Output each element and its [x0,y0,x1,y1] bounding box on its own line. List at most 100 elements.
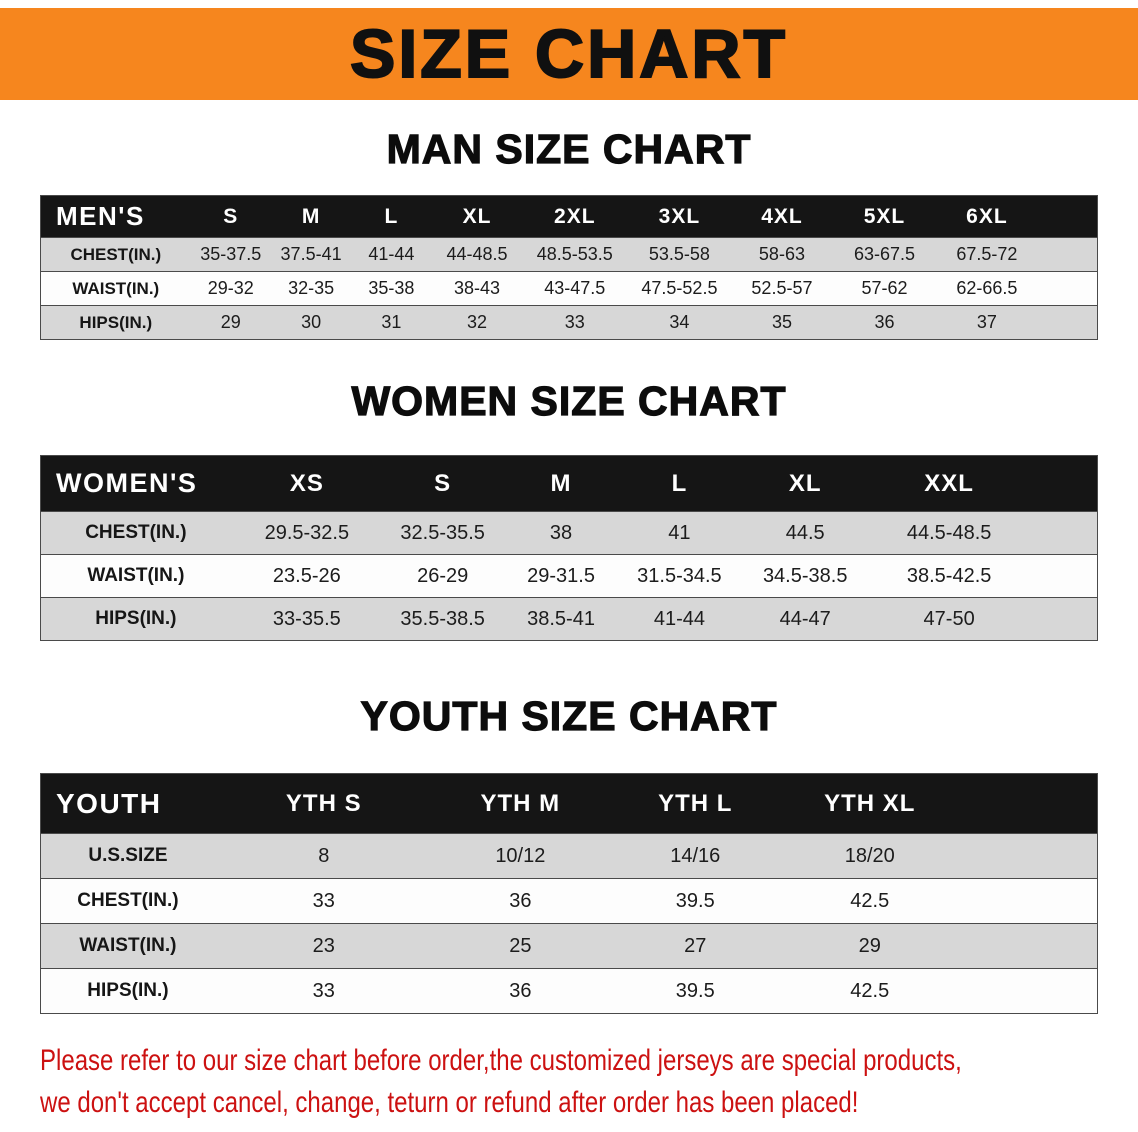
header-cell: YTH L [608,773,783,834]
youth-hips-row: HIPS(IN.) 33 36 39.5 42.5 [40,968,1098,1014]
header-cell: 4XL [731,195,833,238]
header-cell: S [190,195,271,238]
table-cell: 44.5 [739,511,872,555]
header-cell: 3XL [627,195,732,238]
table-cell: 38.5-42.5 [871,554,1098,598]
table-cell: 26-29 [382,554,503,598]
table-cell: 31 [351,305,432,340]
table-cell: 10/12 [432,833,609,879]
table-cell: 52.5-57 [731,271,833,306]
table-cell: 39.5 [608,878,783,924]
table-cell: 14/16 [608,833,783,879]
table-cell: 67.5-72 [936,237,1098,272]
women-header-row: WOMEN'S XS S M L XL XXL [40,455,1098,512]
women-header-label: WOMEN'S [40,455,231,512]
table-cell: 37.5-41 [270,237,352,272]
men-header-row: MEN'S S M L XL 2XL 3XL 4XL 5XL 6XL [40,195,1098,238]
table-cell: 27 [608,923,783,969]
table-cell: 58-63 [731,237,833,272]
row-label-cell: HIPS(IN.) [40,305,191,340]
table-cell: 18/20 [782,833,1098,879]
table-cell: 29-31.5 [502,554,620,598]
youth-size-table: YOUTH YTH S YTH M YTH L YTH XL U.S.SIZE … [40,773,1098,1014]
table-cell: 48.5-53.5 [522,237,628,272]
table-cell: 33 [214,878,433,924]
men-chest-row: CHEST(IN.) 35-37.5 37.5-41 41-44 44-48.5… [40,237,1098,272]
table-cell: 39.5 [608,968,783,1014]
table-cell: 35-37.5 [190,237,271,272]
table-cell: 29-32 [190,271,271,306]
header-cell: XL [431,195,523,238]
page-title: SIZE CHART [349,16,788,92]
men-header-label: MEN'S [40,195,191,238]
women-size-chart-heading: WOMEN SIZE CHART [351,377,787,424]
table-cell: 33-35.5 [230,597,383,641]
table-cell: 33 [214,968,433,1014]
youth-size-chart-heading: YOUTH SIZE CHART [360,692,778,739]
table-cell: 47-50 [871,597,1098,641]
header-cell: L [351,195,432,238]
youth-header-row: YOUTH YTH S YTH M YTH L YTH XL [40,773,1098,834]
header-cell: 6XL [936,195,1098,238]
row-label-cell: U.S.SIZE [40,833,215,879]
row-label-cell: WAIST(IN.) [40,554,231,598]
men-size-table: MEN'S S M L XL 2XL 3XL 4XL 5XL 6XL CHEST… [40,195,1098,340]
women-hips-row: HIPS(IN.) 33-35.5 35.5-38.5 38.5-41 41-4… [40,597,1098,641]
table-cell: 63-67.5 [832,237,937,272]
table-cell: 41 [619,511,740,555]
men-size-chart-heading: MAN SIZE CHART [386,125,752,172]
header-cell: 5XL [832,195,937,238]
men-waist-row: WAIST(IN.) 29-32 32-35 35-38 38-43 43-47… [40,271,1098,306]
header-cell: YTH S [214,773,433,834]
table-cell: 25 [432,923,609,969]
header-cell: XL [739,455,872,512]
disclaimer: Please refer to our size chart before or… [40,1040,1138,1124]
youth-chest-row: CHEST(IN.) 33 36 39.5 42.5 [40,878,1098,924]
disclaimer-text: we don't accept cancel, change, teturn o… [40,1086,859,1119]
table-cell: 36 [832,305,937,340]
table-cell: 23 [214,923,433,969]
table-cell: 42.5 [782,968,1098,1014]
header-cell: YTH M [432,773,609,834]
youth-ussize-row: U.S.SIZE 8 10/12 14/16 18/20 [40,833,1098,879]
header-cell: L [619,455,740,512]
row-label-cell: WAIST(IN.) [40,923,215,969]
table-cell: 44-47 [739,597,872,641]
women-size-table: WOMEN'S XS S M L XL XXL CHEST(IN.) 29.5-… [40,455,1098,641]
table-cell: 34.5-38.5 [739,554,872,598]
table-cell: 41-44 [351,237,432,272]
table-cell: 38.5-41 [502,597,620,641]
table-cell: 47.5-52.5 [627,271,732,306]
table-cell: 35 [731,305,833,340]
youth-header-label: YOUTH [40,773,215,834]
disclaimer-text: Please refer to our size chart before or… [40,1044,962,1077]
table-cell: 57-62 [832,271,937,306]
women-chest-row: CHEST(IN.) 29.5-32.5 32.5-35.5 38 41 44.… [40,511,1098,555]
header-cell: 2XL [522,195,628,238]
row-label-cell: CHEST(IN.) [40,511,231,555]
banner: SIZE CHART [0,8,1138,100]
table-cell: 23.5-26 [230,554,383,598]
table-cell: 44.5-48.5 [871,511,1098,555]
men-hips-row: HIPS(IN.) 29 30 31 32 33 34 35 36 37 [40,305,1098,340]
table-cell: 29.5-32.5 [230,511,383,555]
table-cell: 8 [214,833,433,879]
header-cell: XS [230,455,383,512]
table-cell: 32 [431,305,523,340]
women-waist-row: WAIST(IN.) 23.5-26 26-29 29-31.5 31.5-34… [40,554,1098,598]
table-cell: 32-35 [270,271,352,306]
header-cell: XXL [871,455,1098,512]
table-cell: 38-43 [431,271,523,306]
row-label-cell: HIPS(IN.) [40,597,231,641]
table-cell: 35.5-38.5 [382,597,503,641]
table-cell: 29 [190,305,271,340]
table-cell: 34 [627,305,732,340]
header-cell: M [502,455,620,512]
table-cell: 36 [432,878,609,924]
table-cell: 62-66.5 [936,271,1098,306]
table-cell: 33 [522,305,628,340]
table-cell: 36 [432,968,609,1014]
table-cell: 31.5-34.5 [619,554,740,598]
table-cell: 42.5 [782,878,1098,924]
